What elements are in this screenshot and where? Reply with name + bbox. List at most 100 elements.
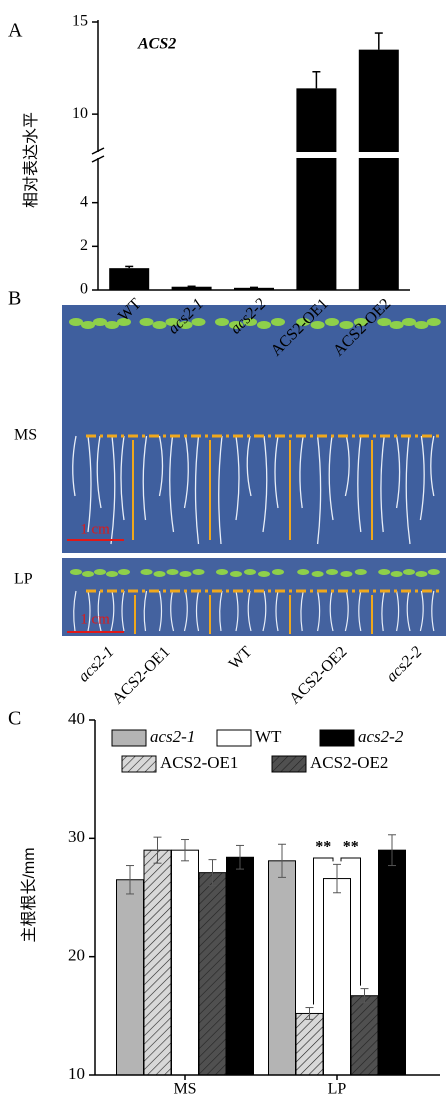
seedling [192,569,205,575]
seedling [403,569,415,575]
legend-swatch [216,729,252,747]
panel-label: B [8,288,21,310]
bar [171,286,212,290]
panel-label: C [8,708,21,730]
root [328,435,334,521]
root [275,590,279,632]
dividers [132,440,373,634]
root [183,435,189,509]
seedling [94,569,106,575]
seedling [178,321,193,329]
root [316,435,322,545]
root [329,590,334,632]
seedling [402,318,416,326]
row-label: MS [14,427,37,444]
annotation: ACS2 [137,36,176,53]
root [72,435,77,497]
bar [268,860,296,1076]
legend-label: WT [255,727,282,746]
seedling [296,318,311,326]
seedling [69,318,83,326]
bar [296,88,337,290]
root [121,590,125,632]
photo-decoration [69,318,441,632]
legend-swatch [121,755,157,773]
genotype-label: ACS2-OE1 [109,643,173,707]
root [87,590,91,632]
seedling [414,321,429,329]
seedling [82,571,94,577]
seedling [353,318,368,326]
bar [234,287,274,290]
x-tick-label: MS [173,1081,196,1098]
root [380,435,385,533]
seedling [117,318,131,326]
seedling [244,569,256,575]
root [405,435,411,545]
y-axis-label: 主根根长/mm [20,847,38,942]
root [344,435,350,497]
seedling [354,569,367,575]
seedling [297,569,310,575]
seedling [340,571,353,577]
y-tick-label: 30 [68,827,85,846]
seedling [118,569,130,575]
seedling [93,318,107,326]
seedling [326,569,338,575]
root [247,590,252,632]
root [170,590,175,632]
root [395,435,401,509]
root [262,435,268,533]
legend-swatch [319,729,355,747]
root [274,435,279,509]
seedling [140,569,153,575]
root [73,590,77,632]
genotype-label: ACS2-OE2 [286,643,350,707]
seedling [179,571,192,577]
legend-swatch [111,729,147,747]
legend-label: ACS2-OE2 [310,753,388,772]
bar [295,1012,324,1076]
root [300,590,304,632]
break-mark [91,147,105,155]
seedling [339,321,354,329]
seedling [230,571,242,577]
seedling [272,569,284,575]
significance-bracket [313,857,334,1005]
seedling [81,321,95,329]
root [219,590,223,632]
root [381,590,385,632]
significance-bracket [340,857,361,986]
significance-label: ** [315,839,331,856]
root [96,435,102,509]
bar [323,878,351,1076]
root [158,590,163,632]
seedling [390,571,403,577]
bar [378,849,406,1076]
seedling [377,318,392,326]
y-tick-label: 10 [72,105,88,122]
bar [198,872,227,1076]
seedling [165,318,180,326]
seedling [311,571,324,577]
root [430,435,435,497]
seedling [70,569,82,575]
root [317,590,321,632]
seedling [106,571,118,577]
break-mark [91,155,105,163]
bar [350,995,379,1076]
scale-label: 1 cm [80,521,110,537]
root [262,590,267,632]
bar [358,49,399,291]
root [299,435,304,509]
bar [171,849,199,1076]
root [158,435,164,497]
bar [226,856,254,1076]
photo-lp [62,558,446,636]
seedling [427,569,440,575]
root [110,590,115,632]
y-axis-label: 相对表达水平 [22,112,40,208]
seedling [153,571,166,577]
root [97,590,102,632]
y-tick-label: 10 [68,1064,85,1083]
